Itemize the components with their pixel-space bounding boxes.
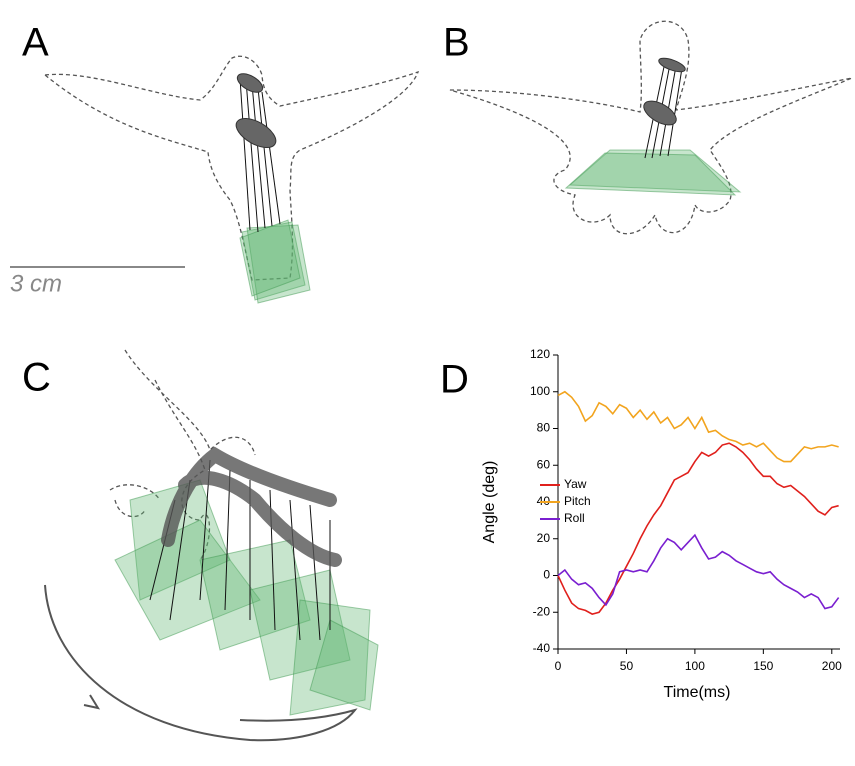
legend-label: Yaw: [564, 477, 587, 491]
y-tick-label: -40: [533, 641, 551, 655]
x-tick-label: 150: [753, 659, 773, 673]
x-tick-label: 200: [822, 659, 842, 673]
panel-b-drawing: [449, 20, 853, 235]
series-line: [557, 533, 840, 610]
y-axis-label: Angle (deg): [481, 461, 498, 544]
y-tick-label: 80: [537, 421, 551, 435]
y-tick-label: 60: [537, 457, 551, 471]
series-line: [557, 390, 839, 463]
legend-label: Pitch: [564, 494, 591, 508]
x-tick-label: 100: [685, 659, 705, 673]
panel-a-drawing: [10, 55, 420, 304]
y-tick-label: -20: [533, 604, 551, 618]
x-tick-label: 0: [555, 659, 562, 673]
scale-label: 3 cm: [10, 270, 62, 297]
y-tick-label: 20: [537, 531, 551, 545]
y-tick-label: 120: [530, 347, 550, 361]
series-line: [557, 442, 839, 615]
panel-label: B: [443, 21, 470, 65]
x-axis-label: Time(ms): [664, 684, 731, 701]
panel-label: C: [22, 356, 51, 400]
y-tick-label: 0: [543, 568, 550, 582]
panel-label: A: [22, 21, 49, 65]
y-tick-label: 100: [530, 384, 550, 398]
panel-c-drawing: [44, 349, 379, 742]
x-tick-label: 50: [620, 659, 634, 673]
panel-label: D: [440, 358, 469, 402]
legend-label: Roll: [564, 511, 585, 525]
